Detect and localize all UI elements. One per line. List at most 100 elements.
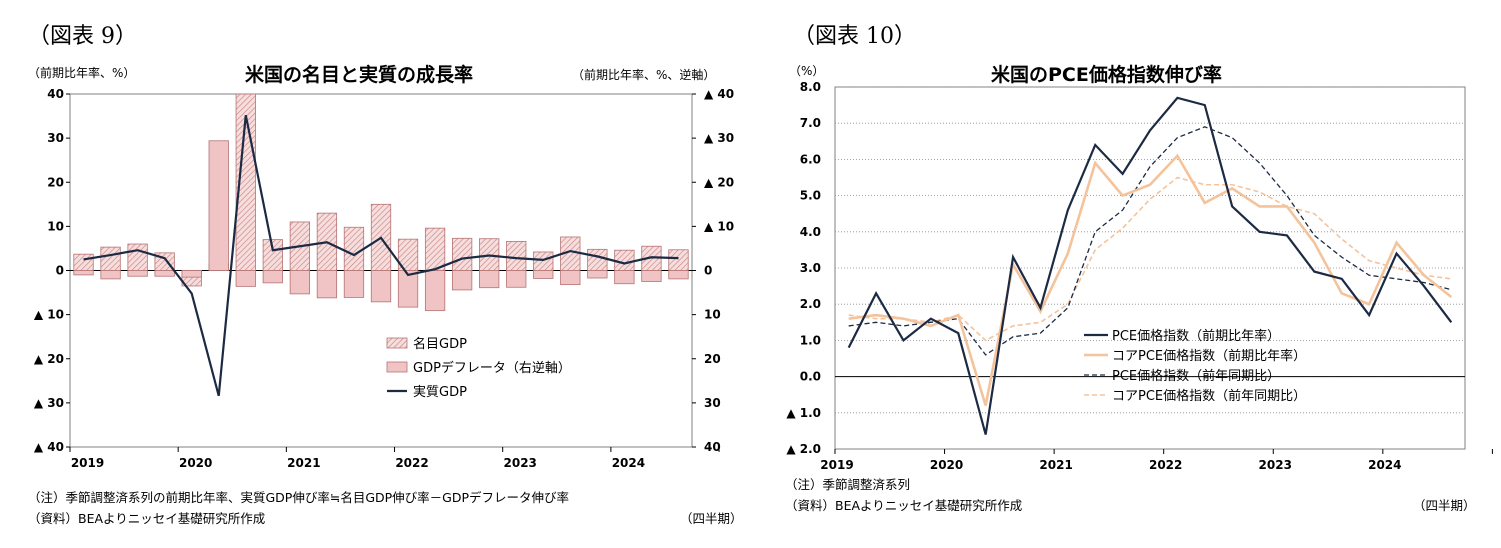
legend-label-core-pce: コアPCE価格指数（前期比年率）: [1112, 348, 1306, 364]
legend-label-pce-yoy: PCE価格指数（前年同期比）: [1112, 368, 1280, 384]
legend-label-nominal: 名目GDP: [413, 336, 467, 352]
y-tick-label-left: ▲ 10: [34, 308, 64, 322]
bar-nominal-gdp: [424, 227, 446, 271]
y-tick-label-right: ▲ 40: [704, 87, 734, 101]
y-tick-label: 0.0: [800, 370, 821, 384]
y-tick-label-right: 40: [704, 440, 721, 454]
bar-gdp-deflator: [370, 270, 392, 303]
bar-gdp-deflator: [397, 270, 419, 308]
x-tick-label: 2024: [612, 456, 645, 470]
legend-swatch-deflator: [386, 361, 408, 373]
bar-gdp-deflator: [262, 270, 283, 284]
y-tick-label-left: ▲ 20: [34, 352, 64, 366]
y-tick-label: 6.0: [800, 152, 821, 166]
y-tick-label-right: ▲ 30: [704, 131, 734, 145]
freq-label-left: （四半期）: [680, 511, 743, 526]
bar-nominal-gdp: [533, 251, 554, 271]
bar-gdp-deflator: [208, 140, 229, 271]
bar-nominal-gdp: [262, 239, 283, 271]
bar-nominal-gdp: [127, 243, 148, 271]
note-left: （注）季節調整済系列の前期比年率、実質GDP伸び率≒名目GDP伸び率－GDPデフ…: [28, 490, 570, 505]
source-right: （資料）BEAよりニッセイ基礎研究所作成: [785, 498, 1023, 513]
bar-nominal-gdp: [506, 240, 527, 271]
right-chart-unit: （%）: [789, 64, 825, 78]
bar-nominal-gdp: [587, 248, 608, 271]
bar-nominal-gdp: [614, 249, 635, 271]
y-tick-label: 2.0: [800, 297, 821, 311]
bar-gdp-deflator: [181, 270, 202, 278]
line-core-pce: [848, 153, 1453, 406]
y-tick-label-left: ▲ 30: [34, 396, 64, 410]
figure-label-10: （図表 10）: [793, 24, 916, 49]
panel-left: （図表 9） 米国の名目と実質の成長率 （前期比年率、%） （前期比年率、%、逆…: [0, 0, 750, 548]
x-tick-label: 2023: [1259, 458, 1292, 472]
chart-title-left: 米国の名目と実質の成長率: [245, 64, 474, 86]
y-tick-label-left: 20: [47, 175, 64, 189]
bar-gdp-deflator: [73, 270, 94, 276]
legend-label-deflator: GDPデフレータ（右逆軸）: [413, 360, 571, 376]
chart-left: 40 ▲ 40 30 ▲ 30 20 ▲ 20 10 ▲ 10 0 0 ▲ 10 10 ▲ 20 20 ▲ …: [34, 87, 734, 470]
freq-label-right: （四半期）: [1413, 498, 1476, 513]
right-axis-unit: （前期比年率、%、逆軸）: [572, 68, 716, 82]
legend-label-real: 実質GDP: [413, 384, 467, 400]
bar-gdp-deflator: [289, 270, 311, 295]
x-tick-label: 2020: [179, 456, 212, 470]
bar-nominal-gdp: [343, 226, 365, 271]
left-axis-unit: （前期比年率、%）: [28, 66, 136, 80]
line-core-pce-yoy: [848, 176, 1452, 342]
bar-gdp-deflator: [641, 270, 662, 282]
chart-right: 8.0 7.0 6.0 5.0 4.0 3.0 2.0 1.0 0.0 ▲ 1.0 ▲ 2.0 201…: [786, 80, 1493, 472]
bar-gdp-deflator: [127, 270, 148, 277]
bar-gdp-deflator: [154, 270, 175, 277]
bar-nominal-gdp: [100, 246, 121, 271]
bar-gdp-deflator: [668, 270, 689, 280]
panel-right: （図表 10） 米国のPCE価格指数伸び率 （%） 8.0 7.0 6.0 5.0 4.…: [751, 0, 1501, 548]
y-tick-label-left: 10: [47, 219, 64, 233]
x-tick-label: 2019: [71, 456, 104, 470]
x-tick-label: 2021: [1039, 458, 1072, 472]
source-left: （資料）BEAよりニッセイ基礎研究所作成: [28, 511, 266, 526]
bar-gdp-deflator: [100, 270, 121, 280]
figure-label-9: （図表 9）: [28, 24, 137, 49]
y-tick-label: 5.0: [800, 189, 821, 203]
y-tick-label-right: ▲ 10: [704, 219, 734, 233]
bar-gdp-deflator: [316, 270, 338, 299]
legend-swatch-nominal: [386, 337, 408, 349]
bar-gdp-deflator: [424, 270, 446, 312]
bar-gdp-deflator: [506, 270, 527, 288]
y-tick-label: 1.0: [800, 333, 821, 347]
x-tick-label: 2022: [395, 456, 428, 470]
bar-nominal-gdp: [668, 249, 689, 271]
y-tick-label-right: 0: [704, 264, 712, 278]
bar-nominal-gdp: [451, 237, 473, 271]
y-tick-label: ▲ 1.0: [786, 406, 821, 420]
line-pce: [847, 96, 1453, 435]
x-tick-label: 2021: [287, 456, 320, 470]
bar-gdp-deflator: [587, 270, 608, 279]
x-tick-label: 2023: [504, 456, 537, 470]
y-tick-label-right: 20: [704, 352, 721, 366]
y-tick-label-right: 30: [704, 396, 721, 410]
y-tick-label: 3.0: [800, 261, 821, 275]
bar-gdp-deflator: [560, 270, 581, 286]
y-tick-label-left: 40: [47, 87, 64, 101]
bar-nominal-gdp: [73, 253, 94, 271]
line-pce-yoy: [848, 126, 1452, 356]
y-tick-label-right: 10: [704, 308, 721, 322]
bar-gdp-deflator: [235, 270, 256, 287]
y-tick-label-left: 30: [47, 131, 64, 145]
bar-gdp-deflator: [451, 270, 473, 291]
chart-title-right: 米国のPCE価格指数伸び率: [991, 64, 1222, 86]
bar-gdp-deflator: [479, 270, 500, 289]
x-tick-label: 2020: [930, 458, 963, 472]
y-tick-label: 7.0: [800, 116, 821, 130]
y-tick-label: 8.0: [800, 80, 821, 94]
line-real-gdp: [83, 114, 679, 397]
y-tick-label-right: ▲ 20: [704, 175, 734, 189]
y-tick-label-left: 0: [56, 264, 64, 278]
note-right: （注）季節調整済系列: [785, 477, 911, 492]
legend-label-core-pce-yoy: コアPCE価格指数（前年同期比）: [1112, 388, 1306, 404]
bar-gdp-deflator: [614, 270, 635, 285]
y-tick-label: 4.0: [800, 225, 821, 239]
y-tick-label-left: ▲ 40: [34, 440, 64, 454]
